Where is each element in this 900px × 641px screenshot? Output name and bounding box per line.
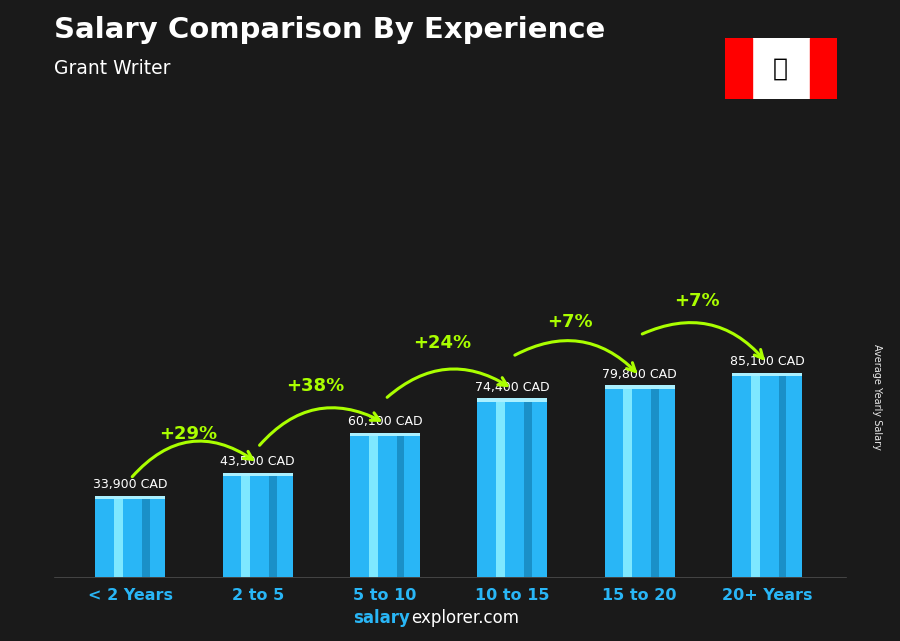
Text: 60,100 CAD: 60,100 CAD: [347, 415, 422, 428]
Bar: [652, 385, 659, 577]
Bar: [369, 433, 378, 577]
Bar: [778, 373, 787, 577]
Bar: [95, 495, 166, 499]
Text: +24%: +24%: [413, 334, 472, 353]
Bar: [95, 495, 166, 577]
Bar: [605, 385, 675, 388]
Text: +29%: +29%: [158, 425, 217, 443]
Bar: [350, 433, 420, 577]
Bar: [732, 373, 802, 577]
Bar: [350, 433, 420, 436]
Text: Grant Writer: Grant Writer: [54, 59, 170, 78]
Text: +7%: +7%: [547, 313, 592, 331]
Text: Salary Comparison By Experience: Salary Comparison By Experience: [54, 16, 605, 44]
Bar: [269, 472, 277, 577]
Text: Average Yearly Salary: Average Yearly Salary: [872, 344, 883, 451]
Bar: [524, 399, 532, 577]
Text: 33,900 CAD: 33,900 CAD: [93, 478, 167, 491]
Bar: [142, 495, 149, 577]
Text: 43,500 CAD: 43,500 CAD: [220, 455, 295, 468]
Text: explorer.com: explorer.com: [411, 609, 519, 627]
Bar: [732, 373, 802, 376]
Bar: [810, 38, 837, 99]
Bar: [624, 385, 633, 577]
Text: salary: salary: [353, 609, 410, 627]
Bar: [222, 472, 292, 577]
Bar: [397, 433, 404, 577]
Bar: [222, 472, 292, 476]
Bar: [477, 399, 547, 577]
Text: 79,800 CAD: 79,800 CAD: [602, 368, 677, 381]
Bar: [605, 385, 675, 577]
Text: +7%: +7%: [674, 292, 720, 310]
Bar: [724, 38, 751, 99]
Text: 85,100 CAD: 85,100 CAD: [730, 356, 805, 369]
Bar: [241, 472, 250, 577]
Bar: [477, 399, 547, 401]
Bar: [114, 495, 123, 577]
Text: 🍁: 🍁: [773, 57, 788, 81]
Text: +38%: +38%: [286, 377, 344, 395]
Text: 74,400 CAD: 74,400 CAD: [475, 381, 550, 394]
Bar: [496, 399, 505, 577]
Bar: [751, 373, 760, 577]
